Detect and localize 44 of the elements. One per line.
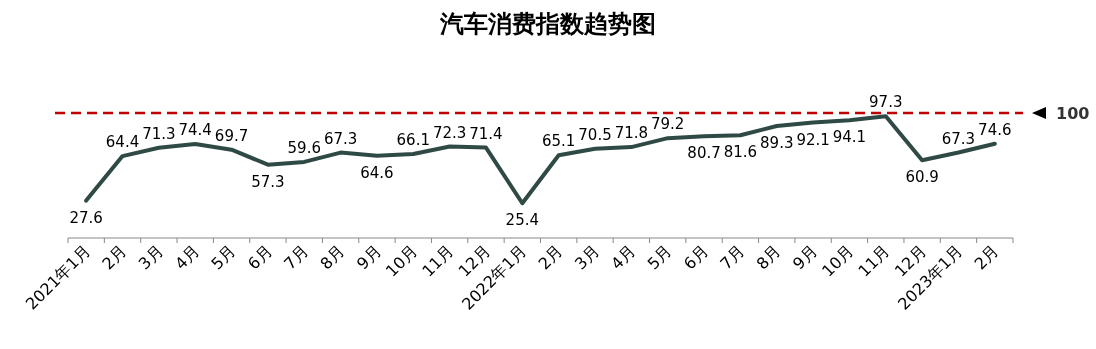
x-tick-label: 2月 [534,241,567,274]
data-label: 70.5 [578,125,612,144]
x-tick-label: 2月 [98,241,131,274]
data-label: 59.6 [287,138,321,157]
data-label: 69.7 [214,126,249,145]
x-tick-label: 7月 [280,241,313,274]
data-label: 67.3 [941,129,976,148]
ref-line-label: 100 [1056,104,1090,123]
x-tick-label: 5月 [207,241,240,274]
data-label: 27.6 [69,208,103,227]
x-tick-label: 6月 [679,241,712,274]
data-label: 25.4 [505,211,540,230]
data-label: 60.9 [905,168,939,187]
x-tick-label: 7月 [716,241,749,274]
x-tick-label: 3月 [134,241,167,274]
data-label: 74.6 [978,120,1012,139]
data-label: 64.4 [105,133,140,152]
x-tick-label: 5月 [643,241,676,274]
data-label: 94.1 [832,128,867,147]
x-tick-label: 9月 [788,241,821,274]
data-label: 65.1 [541,132,576,151]
data-label: 92.1 [796,130,830,149]
chart-title: 汽车消费指数趋势图 [439,10,656,38]
data-label: 79.2 [651,115,685,134]
data-label: 80.7 [687,144,721,163]
data-label: 81.6 [723,143,758,162]
x-tick-label: 4月 [607,241,640,274]
x-tick-label: 8月 [752,241,785,274]
data-label: 72.3 [432,123,467,142]
x-tick-label: 3月 [570,241,603,274]
data-label: 89.3 [760,133,794,152]
data-label: 71.3 [142,124,176,143]
data-label: 97.3 [869,93,903,112]
x-tick-label: 4月 [171,241,204,274]
data-label: 64.6 [360,163,394,182]
data-label: 57.3 [251,172,285,191]
data-label: 71.8 [614,124,649,143]
data-label: 66.1 [396,131,430,150]
x-tick-label: 8月 [316,241,349,274]
x-tick-label: 2月 [970,241,1003,274]
data-label: 74.4 [178,120,212,139]
data-label: 71.4 [469,124,503,143]
x-tick-label: 6月 [243,241,276,274]
data-label: 67.3 [323,129,358,148]
